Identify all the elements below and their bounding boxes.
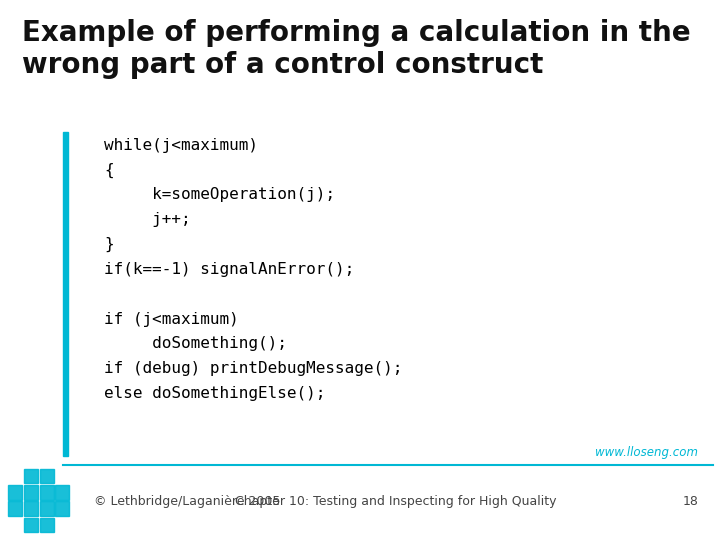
Bar (55, 502, 69, 516)
Text: }: } (104, 237, 114, 252)
Text: else doSomethingElse();: else doSomethingElse(); (104, 386, 325, 401)
Bar (40, 502, 53, 516)
Text: if(k==-1) signalAnError();: if(k==-1) signalAnError(); (104, 262, 355, 277)
Bar (40, 469, 53, 483)
Bar (63, 132, 68, 456)
Text: {: { (104, 163, 114, 178)
Bar (24, 485, 37, 500)
Text: k=someOperation(j);: k=someOperation(j); (104, 187, 336, 202)
Bar (40, 485, 53, 500)
Bar (8, 502, 22, 516)
Text: Example of performing a calculation in the
wrong part of a control construct: Example of performing a calculation in t… (22, 19, 690, 79)
Bar (40, 518, 53, 532)
Text: 18: 18 (683, 495, 698, 508)
Text: while(j<maximum): while(j<maximum) (104, 138, 258, 153)
Text: if (debug) printDebugMessage();: if (debug) printDebugMessage(); (104, 361, 402, 376)
Text: www.lloseng.com: www.lloseng.com (595, 446, 698, 459)
Text: © Lethbridge/Laganière 2005: © Lethbridge/Laganière 2005 (94, 495, 280, 508)
Bar (24, 502, 37, 516)
Bar (55, 485, 69, 500)
Text: doSomething();: doSomething(); (104, 336, 287, 352)
Text: if (j<maximum): if (j<maximum) (104, 312, 239, 327)
Text: Chapter 10: Testing and Inspecting for High Quality: Chapter 10: Testing and Inspecting for H… (235, 495, 557, 508)
Text: j++;: j++; (104, 212, 191, 227)
Bar (24, 469, 37, 483)
Bar (24, 518, 37, 532)
Bar (8, 485, 22, 500)
